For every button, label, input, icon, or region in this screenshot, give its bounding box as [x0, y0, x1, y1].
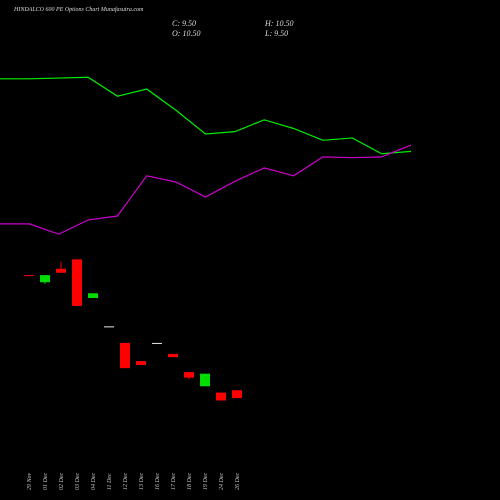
x-tick-label: 19 Dec	[203, 473, 209, 490]
candle-body	[136, 361, 146, 365]
candle-body	[104, 326, 114, 328]
candle-body	[88, 293, 98, 298]
x-tick-label: 03 Dec	[75, 473, 81, 490]
x-tick-label: 17 Dec	[171, 473, 177, 490]
indicator-line	[0, 76, 412, 155]
candle-body	[216, 392, 226, 401]
candle-body	[120, 342, 130, 369]
candle-body	[72, 259, 82, 306]
x-tick-label: 26 Dec	[235, 473, 241, 490]
candle-body	[56, 268, 66, 273]
candle-body	[200, 373, 210, 387]
open-label: O: 10.50	[172, 29, 200, 38]
candle-body	[184, 372, 194, 378]
x-tick-label: 13 Dec	[139, 473, 145, 490]
candle-body	[232, 390, 242, 399]
x-tick-label: 24 Dec	[218, 473, 225, 490]
low-label: L: 9.50	[264, 29, 288, 38]
x-tick-label: 29 Nov	[27, 472, 33, 490]
x-tick-label: 02 Dec	[59, 473, 65, 490]
candle-body	[24, 275, 34, 277]
candle-body	[168, 353, 178, 358]
candle-body	[152, 342, 162, 344]
x-tick-label: 16 Dec	[155, 473, 161, 490]
high-label: H: 10.50	[264, 19, 293, 28]
x-tick-label: 01 Dec	[43, 473, 49, 490]
x-tick-label: 18 Dec	[187, 473, 193, 490]
x-tick-label: 12 Dec	[123, 473, 129, 490]
chart-title: HINDALCO 600 PE Options Chart Munafasutr…	[13, 6, 144, 13]
indicator-line	[0, 144, 412, 235]
x-tick-label: 11 Dec	[107, 473, 113, 490]
x-tick-label: 04 Dec	[90, 473, 97, 490]
close-label: C: 9.50	[172, 19, 196, 28]
candle-body	[40, 275, 50, 283]
